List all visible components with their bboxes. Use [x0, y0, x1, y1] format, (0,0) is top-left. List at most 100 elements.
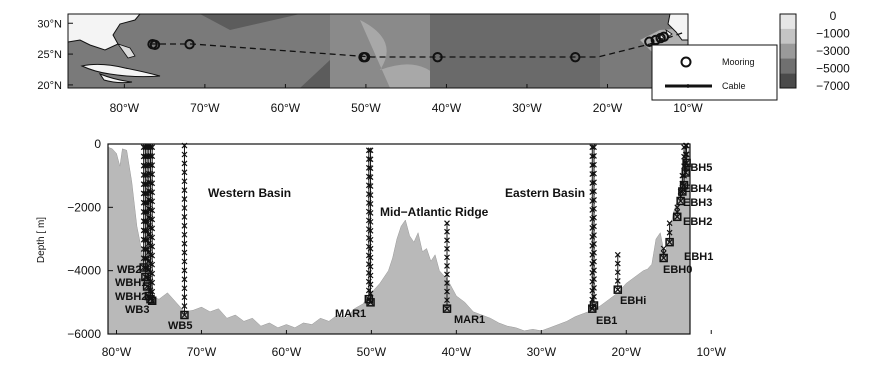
instrument-marker [614, 260, 621, 267]
mooring-label-mar1-east: MAR1 [454, 314, 485, 326]
map-x-axis: 80°W 70°W 60°W 50°W 40°W 30°W 20°W 10°W [110, 84, 703, 115]
instrument-marker [181, 205, 188, 211]
instrument-marker [591, 170, 597, 177]
instrument-marker [181, 160, 188, 167]
legend-box [651, 44, 778, 101]
instrument-marker [149, 288, 156, 295]
cable-line [150, 31, 686, 58]
instrument-marker [591, 302, 597, 309]
instrument-marker [149, 297, 156, 304]
mooring-anchor [442, 304, 452, 313]
instrument-marker [149, 144, 156, 151]
instrument-marker [591, 241, 597, 247]
instrument-marker [367, 281, 374, 288]
section-x-tick-label: 30°W [527, 345, 557, 359]
instrument-marker [181, 196, 188, 203]
section-mooring [442, 220, 452, 313]
mooring-anchor [613, 285, 623, 294]
instrument-marker [149, 270, 156, 277]
map-y-tick-label: 20°N [37, 80, 62, 92]
mooring-label-wbh1: WBH1 [115, 277, 147, 289]
instrument-marker [679, 188, 686, 195]
section-mooring [589, 144, 599, 310]
map-x-tick-label: 40°W [432, 101, 462, 115]
section-mooring [147, 144, 157, 305]
map-mooring-marker [658, 31, 670, 43]
instrument-marker [674, 204, 681, 211]
colorbar-band [780, 73, 796, 88]
instrument-marker [181, 178, 188, 185]
section-x-tick-label: 80°W [102, 345, 132, 359]
instrument-marker [591, 144, 597, 151]
instrument-marker [149, 207, 156, 214]
section-y-tick-label: −6000 [67, 327, 101, 341]
section-x-tick-label: 20°W [612, 345, 642, 359]
map-panel: Mooring Cable 30°N 25°N 20°N 80°W 70°W 60°W 5… [37, 9, 850, 115]
instrument-marker [614, 269, 621, 276]
section-moorings [139, 142, 691, 320]
mooring-anchor [681, 168, 691, 177]
instrument-marker [444, 297, 450, 304]
section-x-tick-label: 70°W [187, 345, 217, 359]
instrument-marker [683, 151, 690, 158]
instrument-marker [149, 261, 156, 268]
colorbar-label: 0 [830, 9, 837, 23]
instrument-marker [660, 255, 667, 261]
map-mooring-marker [184, 39, 195, 50]
section-y-tick-label: 0 [94, 137, 101, 151]
instrument-marker [367, 192, 374, 198]
instrument-marker [181, 276, 188, 283]
section-y-tick-label: −4000 [67, 264, 101, 278]
map-y-tick-label: 30°N [37, 18, 62, 30]
region-label-mid-atlantic-ridge: Mid−Atlantic Ridge [380, 205, 489, 219]
map-mooring-marker [149, 39, 161, 51]
instrument-marker [683, 160, 690, 166]
map-land-hispaniola [98, 72, 133, 84]
map-mooring-marker [359, 51, 371, 63]
instrument-marker [591, 179, 597, 186]
instrument-marker [181, 151, 188, 158]
instrument-marker [149, 279, 156, 286]
section-x-tick-label: 10°W [696, 345, 726, 359]
instrument-marker [149, 171, 156, 178]
instrument-marker [591, 267, 597, 274]
instrument-marker [181, 222, 188, 229]
instrument-marker [367, 236, 374, 243]
instrument-marker [181, 303, 188, 310]
instrument-marker [367, 165, 374, 172]
instrument-marker [367, 263, 374, 270]
instrument-marker [367, 156, 374, 163]
instrument-marker [367, 254, 374, 261]
mooring-anchor [665, 237, 674, 247]
instrument-marker [591, 197, 597, 203]
mooring-anchor [180, 310, 189, 320]
instrument-marker [181, 258, 188, 265]
instrument-marker [149, 252, 156, 259]
map-land-cuba [80, 63, 161, 78]
map-moorings [147, 31, 670, 63]
instrument-marker [591, 205, 597, 212]
instrument-marker [591, 293, 597, 300]
instrument-marker [181, 249, 188, 256]
mooring-anchor [679, 180, 689, 190]
section-mooring [180, 142, 189, 320]
instrument-marker [666, 229, 673, 236]
section-x-tick-label: 40°W [442, 345, 472, 359]
bathymetry-profile [107, 143, 691, 335]
instrument-marker [591, 249, 597, 256]
instrument-marker [591, 232, 597, 239]
region-label-western-basin: Western Basin [208, 186, 291, 200]
instrument-marker [181, 312, 188, 318]
section-mooring [665, 220, 674, 247]
instrument-marker [149, 225, 156, 232]
section-x-tick-label: 50°W [357, 345, 387, 359]
mooring-anchor [659, 253, 668, 263]
mooring-label-ebh3: EBH3 [683, 197, 712, 209]
instrument-marker [149, 243, 156, 250]
instrument-marker [666, 239, 673, 246]
map-legend: Mooring Cable [651, 44, 778, 101]
mooring-anchor [589, 301, 599, 310]
mooring-label-ebh1: EBH1 [684, 251, 713, 263]
map-mooring-marker [570, 51, 581, 63]
